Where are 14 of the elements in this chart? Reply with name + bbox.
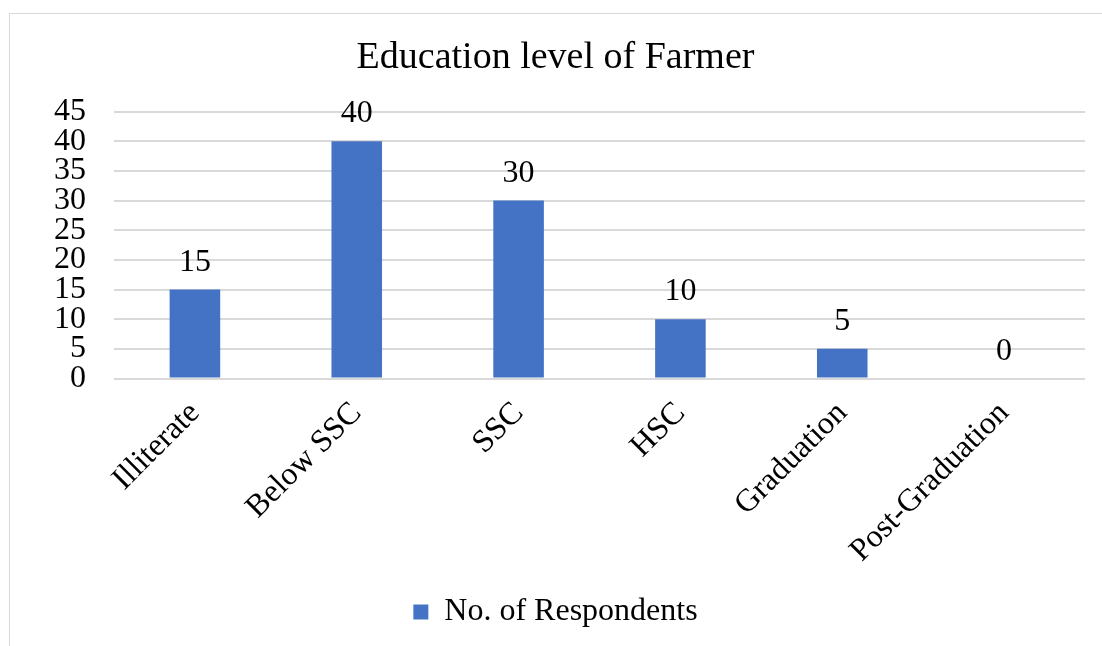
data-label: 15 (178, 241, 211, 278)
bar (169, 289, 221, 378)
data-label: 10 (664, 271, 697, 308)
data-label: 0 (996, 330, 1013, 367)
x-tick-label: SSC (463, 393, 530, 460)
data-label: 5 (834, 300, 851, 337)
bar (816, 348, 868, 378)
bar (655, 319, 706, 378)
data-label: 30 (502, 152, 535, 189)
legend-label: No. of Respondents (444, 591, 698, 628)
chart-title: Education level of Farmer (356, 33, 755, 76)
bar (331, 141, 383, 378)
data-label: 40 (340, 93, 373, 130)
bar (493, 200, 544, 378)
